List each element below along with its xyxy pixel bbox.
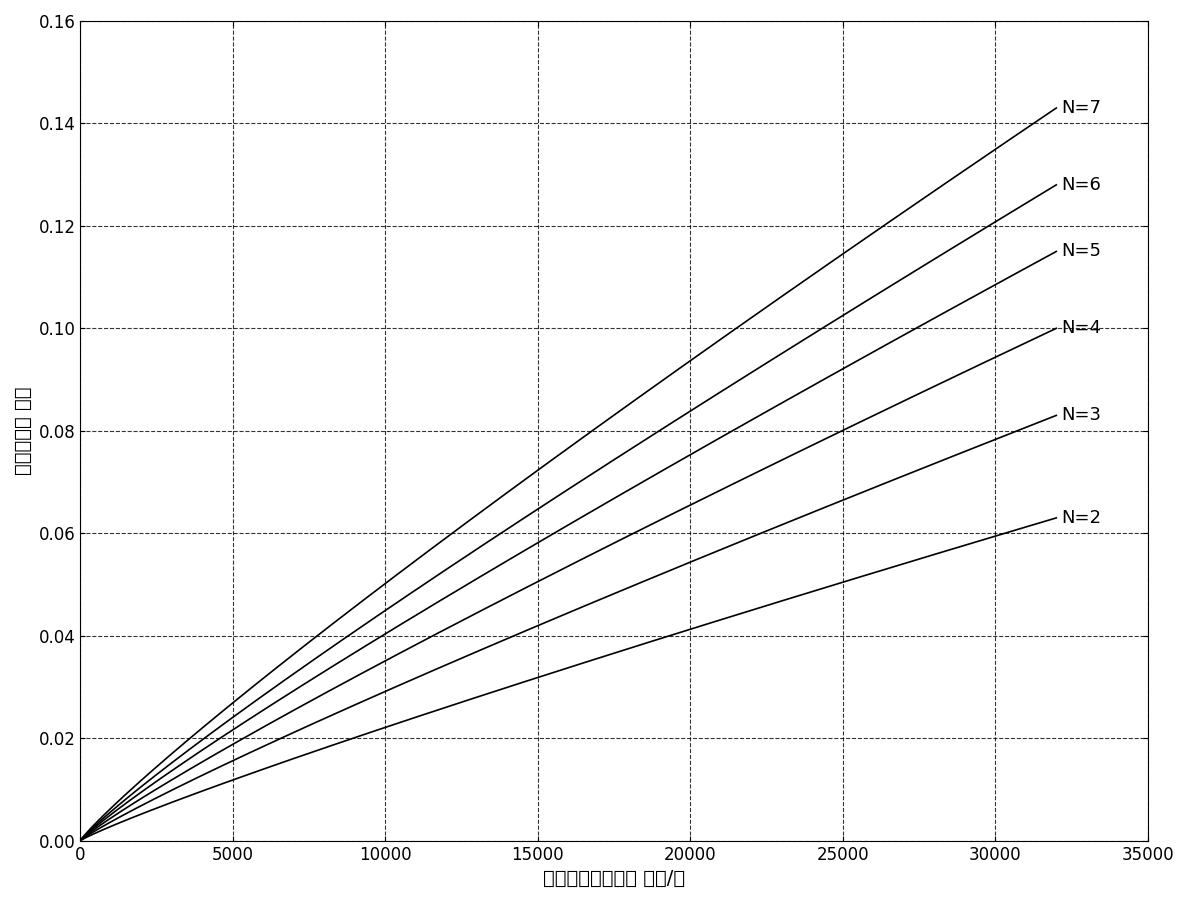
Text: N=5: N=5 bbox=[1061, 243, 1101, 261]
Text: N=6: N=6 bbox=[1061, 176, 1101, 194]
X-axis label: 节点最大频率偏差 弧度/秒: 节点最大频率偏差 弧度/秒 bbox=[543, 870, 685, 888]
Text: N=4: N=4 bbox=[1061, 319, 1101, 337]
Text: N=2: N=2 bbox=[1061, 509, 1101, 527]
Text: N=7: N=7 bbox=[1061, 99, 1101, 117]
Text: N=3: N=3 bbox=[1061, 407, 1101, 425]
Y-axis label: 相位调整量 弧度: 相位调整量 弧度 bbox=[14, 387, 33, 475]
